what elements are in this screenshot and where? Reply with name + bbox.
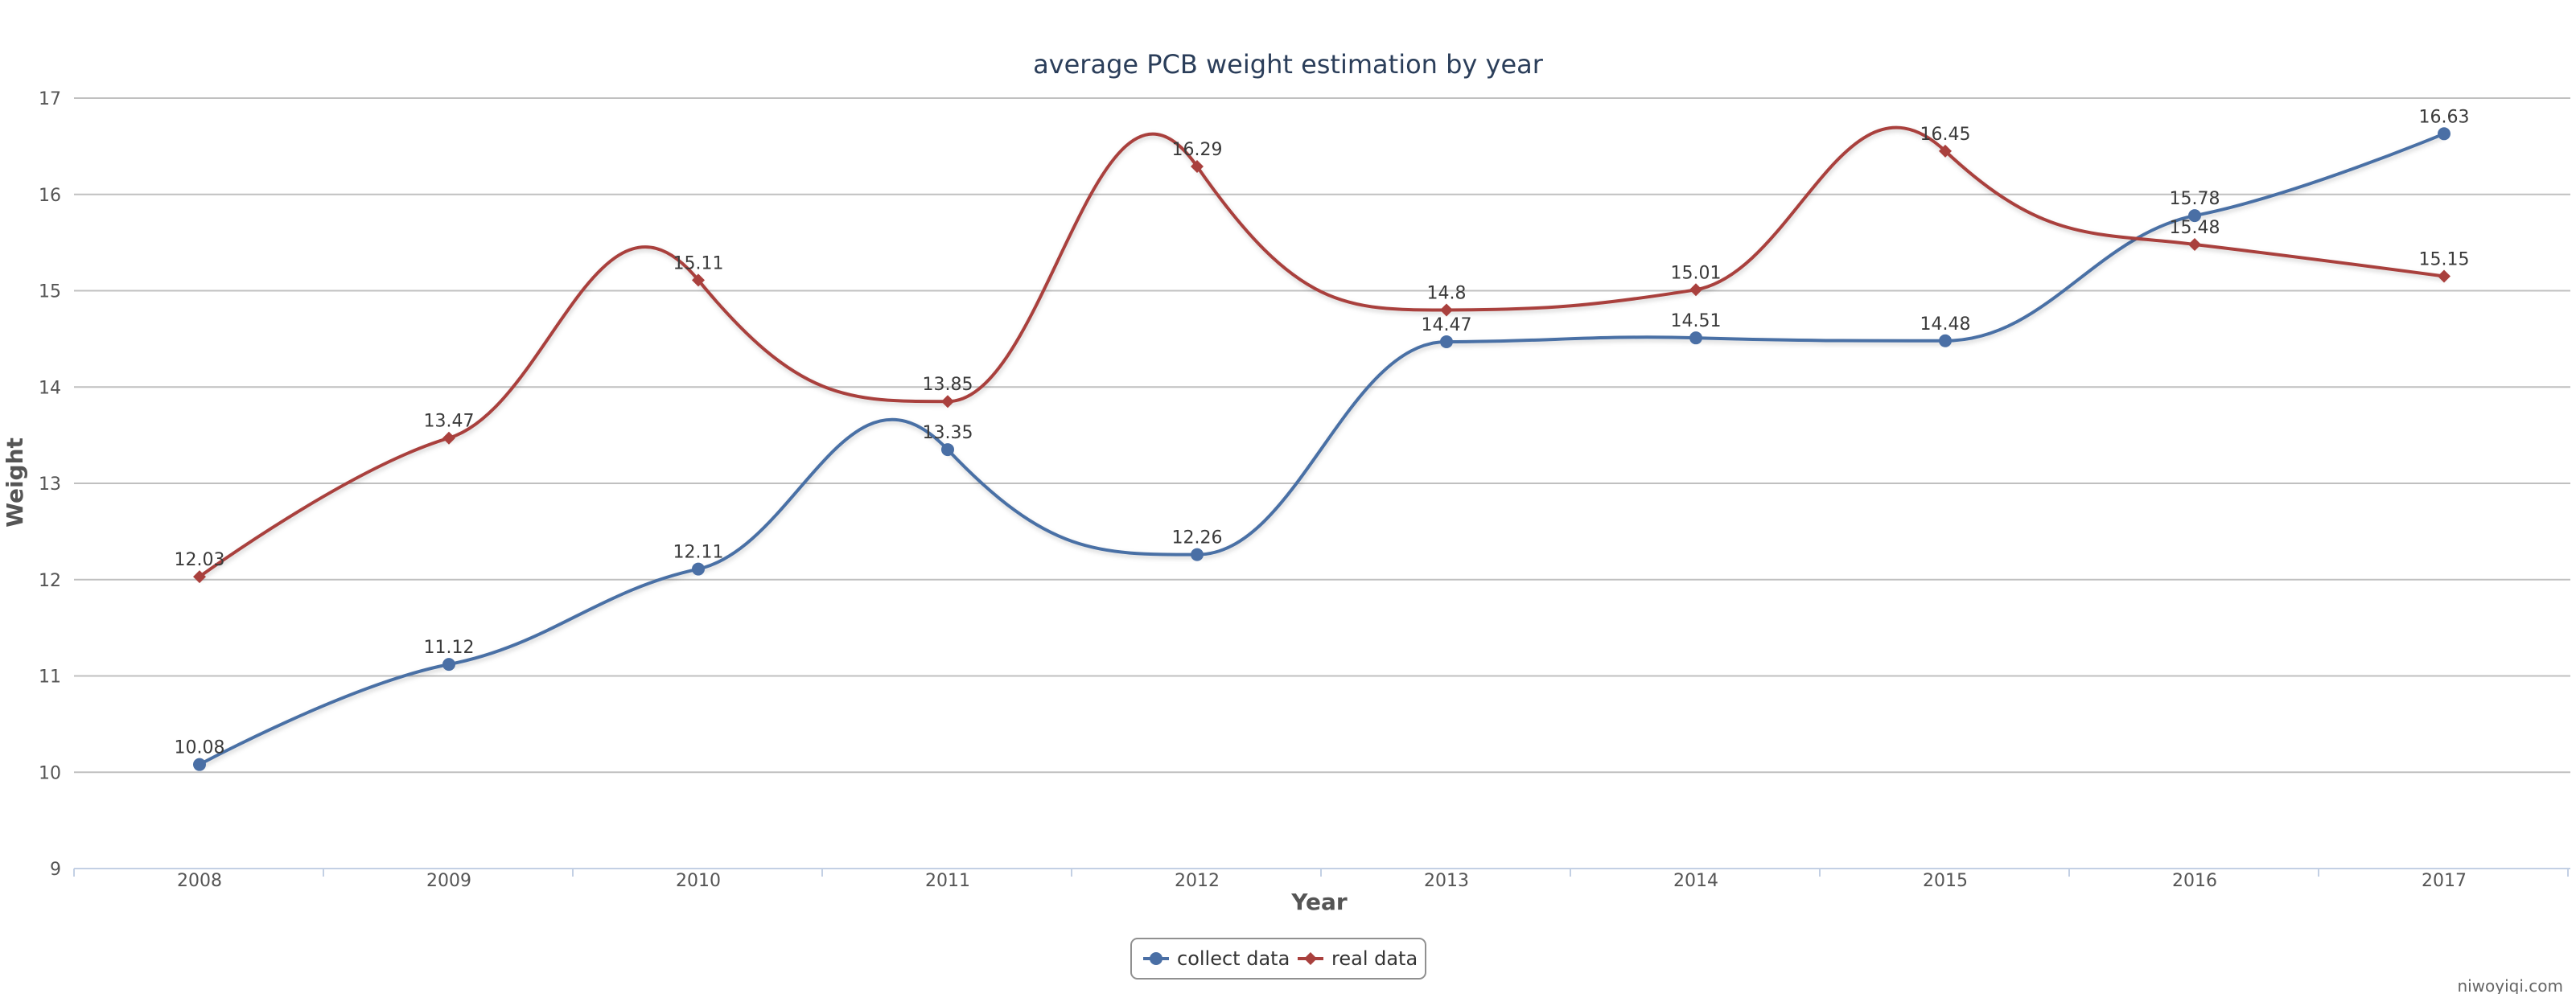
- data-label-real: 15.11: [673, 253, 724, 273]
- data-point-real[interactable]: [442, 431, 455, 445]
- y-tick-label: 17: [39, 89, 61, 109]
- x-tick-label: 2010: [676, 871, 721, 891]
- chart-title: average PCB weight estimation by year: [1033, 49, 1544, 80]
- data-point-real[interactable]: [1939, 144, 1952, 158]
- data-point-collect[interactable]: [1191, 548, 1204, 561]
- x-tick-label: 2009: [426, 871, 471, 891]
- data-point-collect[interactable]: [692, 562, 705, 576]
- legend-label-collect: collect data: [1177, 947, 1290, 970]
- x-tick-label: 2014: [1673, 871, 1718, 891]
- data-label-collect: 14.51: [1671, 311, 1722, 331]
- data-label-real: 15.01: [1671, 263, 1722, 283]
- data-label-real: 16.45: [1920, 125, 1971, 145]
- x-tick-label: 2012: [1175, 871, 1220, 891]
- legend-box: [1130, 938, 1426, 980]
- data-label-collect: 12.11: [673, 543, 724, 563]
- x-tick-label: 2008: [177, 871, 222, 891]
- data-point-real[interactable]: [2438, 269, 2450, 283]
- data-label-real: 13.47: [424, 412, 475, 432]
- data-label-collect: 13.35: [923, 423, 973, 443]
- data-point-collect[interactable]: [1440, 335, 1453, 348]
- series-lines: [198, 125, 2446, 766]
- x-axis-tick-labels: 2008 2009 2010 2011 2012 2013 2014 2015 2016 2017: [177, 871, 2467, 891]
- series-line-real[interactable]: [198, 125, 2446, 579]
- data-label-real: 13.85: [923, 375, 973, 395]
- data-label-collect: 12.26: [1172, 528, 1223, 548]
- x-tick-label: 2011: [925, 871, 970, 891]
- legend-symbol-diamond: [1304, 952, 1317, 965]
- x-tick-label: 2013: [1424, 871, 1469, 891]
- data-label-real: 16.29: [1172, 140, 1223, 160]
- legend-label-real: real data: [1331, 947, 1418, 970]
- data-label-real: 12.03: [175, 550, 225, 570]
- data-point-real[interactable]: [1440, 303, 1453, 317]
- data-label-real: 14.8: [1427, 283, 1467, 303]
- x-tick-label: 2015: [1923, 871, 1968, 891]
- data-point-collect[interactable]: [1939, 334, 1952, 347]
- y-axis-tick-labels: 9 10 11 12 13 14 15 16 17: [39, 89, 61, 880]
- y-axis-title: Weight: [2, 437, 28, 528]
- x-tick-label: 2016: [2172, 871, 2217, 891]
- data-point-collect[interactable]: [2188, 209, 2201, 223]
- series-line-collect[interactable]: [198, 132, 2446, 766]
- y-tick-label: 11: [39, 667, 61, 688]
- legend: collect data real data: [1130, 938, 1426, 980]
- data-label-collect: 14.47: [1422, 315, 1472, 335]
- data-point-real[interactable]: [692, 273, 705, 287]
- x-axis: [73, 868, 2570, 877]
- y-tick-label: 14: [39, 378, 61, 398]
- data-point-collect[interactable]: [941, 443, 954, 457]
- data-point-real[interactable]: [1191, 160, 1204, 174]
- legend-item-collect[interactable]: collect data: [1143, 947, 1290, 970]
- data-point-real[interactable]: [941, 395, 954, 409]
- data-labels: 10.08 11.12 12.11 13.35 12.26 14.47 14.51 14.48…: [175, 107, 2470, 758]
- y-tick-label: 9: [50, 860, 61, 880]
- legend-symbol-circle: [1150, 952, 1162, 965]
- y-tick-label: 10: [39, 763, 61, 783]
- data-label-collect: 15.78: [2170, 189, 2220, 209]
- data-point-collect[interactable]: [193, 758, 206, 771]
- data-point-real[interactable]: [1689, 283, 1702, 297]
- y-tick-label: 15: [39, 282, 61, 302]
- legend-item-real[interactable]: real data: [1298, 947, 1418, 970]
- data-label-real: 15.48: [2170, 218, 2220, 238]
- series-markers: [193, 127, 2450, 771]
- y-tick-label: 13: [39, 474, 61, 495]
- y-tick-label: 16: [39, 186, 61, 206]
- data-label-collect: 16.63: [2419, 107, 2470, 127]
- x-tick-label: 2017: [2422, 871, 2467, 891]
- data-point-collect[interactable]: [2438, 127, 2450, 141]
- data-point-real[interactable]: [2188, 238, 2201, 252]
- data-point-real[interactable]: [193, 570, 206, 584]
- y-tick-label: 12: [39, 571, 61, 591]
- data-label-collect: 10.08: [175, 738, 225, 758]
- data-label-collect: 11.12: [424, 638, 475, 658]
- data-label-collect: 14.48: [1920, 314, 1971, 335]
- x-axis-title: Year: [1290, 889, 1348, 915]
- data-point-collect[interactable]: [442, 658, 455, 672]
- data-label-real: 15.15: [2419, 250, 2470, 270]
- credits-link[interactable]: niwoyiqi.com: [2457, 976, 2563, 994]
- data-point-collect[interactable]: [1689, 331, 1702, 345]
